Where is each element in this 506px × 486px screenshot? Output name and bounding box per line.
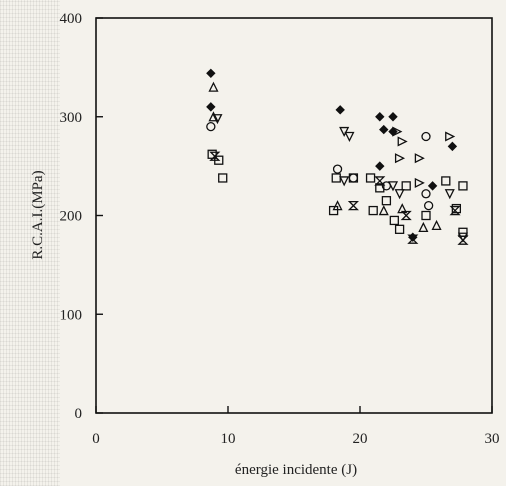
data-point-square	[368, 205, 378, 216]
data-point-circle	[381, 181, 392, 191]
data-point-hourglass	[209, 151, 221, 161]
data-point-triangle-down	[339, 176, 350, 187]
data-point-triangle-right	[445, 131, 456, 142]
data-point-diamond	[335, 105, 345, 115]
data-point-diamond	[206, 102, 216, 112]
data-point-triangle-up	[378, 205, 389, 216]
data-point-square	[331, 173, 341, 183]
data-point-diamond	[427, 181, 438, 191]
data-point-hourglass	[400, 210, 412, 221]
data-point-triangle-right	[392, 126, 403, 137]
data-point-triangle-down	[212, 114, 223, 125]
y-tick-label: 400	[60, 11, 83, 27]
y-axis-label: R.C.A.I.(MPa)	[30, 170, 46, 259]
data-point-square	[458, 181, 468, 191]
data-point-triangle-up	[431, 219, 442, 231]
data-point-circle	[421, 189, 431, 199]
data-point-square	[401, 181, 411, 191]
data-point-diamond	[375, 112, 385, 122]
data-point-triangle-down	[344, 131, 355, 142]
data-point-diamond	[206, 68, 216, 79]
data-point-triangle-up	[418, 221, 429, 233]
data-point-circle	[206, 121, 216, 132]
y-tick-label: 300	[60, 110, 83, 126]
y-tick-label: 0	[75, 406, 83, 422]
data-point-square	[421, 210, 431, 221]
data-point-triangle-down	[394, 189, 405, 200]
data-point-hourglass	[407, 234, 419, 244]
data-point-diamond	[447, 141, 458, 152]
data-point-triangle-up	[397, 203, 408, 214]
data-point-square	[389, 215, 399, 226]
x-tick-label: 30	[485, 431, 500, 447]
x-axis-label: énergie incidente (J)	[235, 462, 357, 478]
data-point-circle	[421, 131, 431, 142]
x-tick-label: 20	[353, 431, 368, 447]
data-point-triangle-up	[208, 81, 219, 92]
data-point-square	[375, 183, 385, 193]
data-point-circle	[348, 173, 359, 183]
data-point-hourglass	[449, 205, 461, 216]
data-point-square	[348, 173, 359, 183]
x-tick-label: 10	[221, 431, 236, 447]
data-point-triangle-down	[457, 232, 469, 243]
data-point-triangle-up	[208, 111, 219, 122]
data-point-square	[394, 224, 405, 234]
y-tick-label: 200	[60, 209, 83, 225]
data-point-circle	[423, 200, 434, 211]
data-point-diamond	[375, 161, 385, 171]
data-point-square	[381, 196, 392, 206]
data-point-triangle-down	[444, 189, 455, 200]
data-point-triangle-right	[414, 177, 425, 188]
plot-area-frame	[95, 17, 493, 414]
data-point-triangle-right	[414, 153, 425, 164]
data-point-triangle-right	[394, 153, 406, 164]
data-point-triangle-right	[397, 136, 408, 147]
x-tick-label: 0	[92, 431, 100, 447]
data-point-square	[365, 173, 376, 183]
data-point-hourglass	[374, 176, 386, 186]
data-point-square	[441, 176, 451, 186]
y-tick-label: 100	[60, 307, 83, 323]
data-point-diamond	[388, 112, 398, 122]
data-point-triangle-down	[339, 126, 350, 138]
data-point-square	[218, 173, 228, 183]
data-point-diamond	[379, 124, 389, 135]
scan-noise	[0, 0, 60, 486]
data-point-hourglass	[457, 235, 469, 245]
data-point-hourglass	[347, 200, 359, 211]
data-point-square	[328, 205, 339, 216]
data-point-circle	[332, 164, 343, 174]
